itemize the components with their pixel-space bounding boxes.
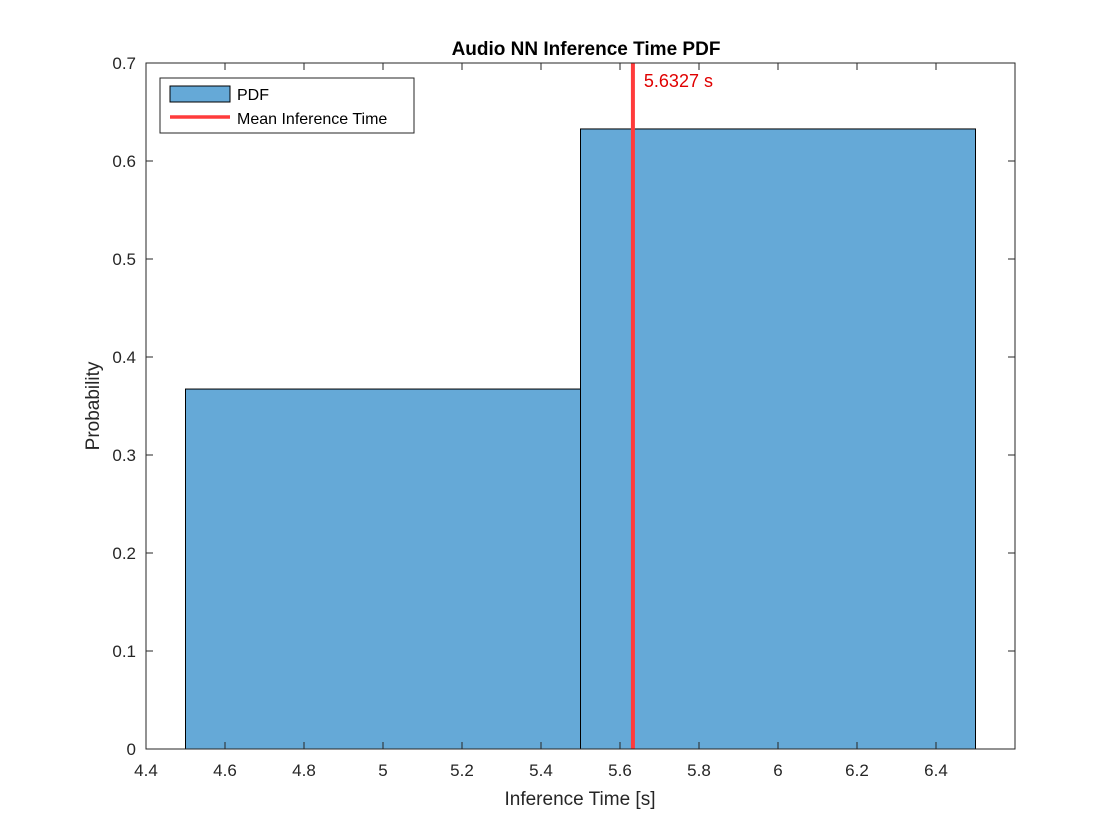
x-tick-label: 6	[773, 761, 782, 780]
x-tick-label: 5.6	[608, 761, 632, 780]
x-tick-label: 5.8	[687, 761, 711, 780]
y-tick-label: 0.5	[112, 250, 136, 269]
plot-area-frame	[145, 62, 1016, 750]
y-tick-label: 0.2	[112, 544, 136, 563]
x-tick-label: 5	[378, 761, 387, 780]
x-tick-label: 4.4	[134, 761, 158, 780]
legend-label-pdf: PDF	[237, 87, 269, 104]
x-tick-label: 5.2	[450, 761, 474, 780]
y-tick-label: 0	[127, 740, 136, 759]
x-tick-label: 6.4	[924, 761, 948, 780]
histogram-bar	[580, 128, 976, 750]
legend-label-mean: Mean Inference Time	[237, 111, 387, 128]
y-tick-label: 0.6	[112, 152, 136, 171]
y-tick-label: 0.4	[112, 348, 136, 367]
mean-annotation: 5.6327 s	[644, 71, 713, 91]
chart-title: Audio NN Inference Time PDF	[452, 39, 721, 60]
legend-swatch-pdf	[169, 85, 231, 103]
y-tick-label: 0.3	[112, 446, 136, 465]
y-axis-label: Probability	[83, 361, 104, 450]
x-tick-label: 5.4	[529, 761, 553, 780]
histogram-bar	[185, 388, 581, 750]
x-tick-label: 4.6	[213, 761, 237, 780]
x-axis-label: Inference Time [s]	[504, 789, 655, 810]
x-tick-label: 4.8	[292, 761, 316, 780]
legend: PDF Mean Inference Time	[159, 77, 415, 134]
y-tick-label: 0.1	[112, 642, 136, 661]
y-tick-label: 0.7	[112, 54, 136, 73]
x-tick-label: 6.2	[845, 761, 869, 780]
